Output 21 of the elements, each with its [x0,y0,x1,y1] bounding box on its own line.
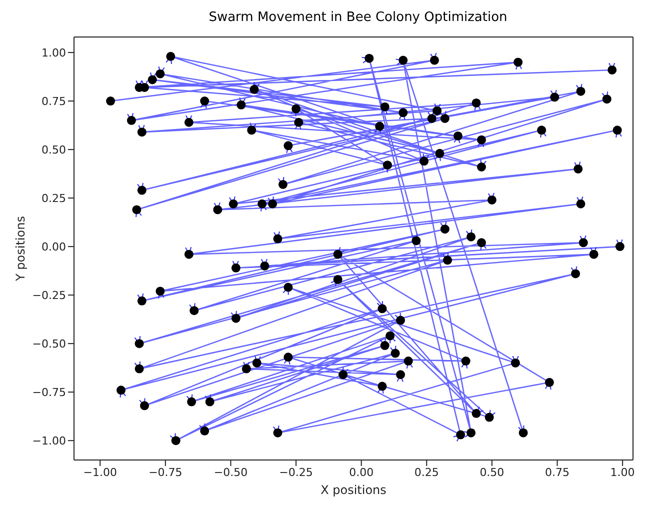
y-tick-label: −1.00 [32,434,66,448]
y-tick-label: 0.75 [42,94,66,108]
x-tick-label: −0.75 [148,466,182,479]
x-tick-label: 0.00 [349,466,374,479]
x-tick-label: 0.50 [480,466,504,479]
chart-title: Swarm Movement in Bee Colony Optimization [208,9,508,27]
x-tick-label: 0.75 [545,466,570,479]
y-tick-label: −0.75 [32,386,66,399]
y-tick-label: 0.00 [42,240,66,254]
y-tick-label: −0.25 [32,288,66,302]
x-tick-label: 1.00 [610,466,635,479]
y-tick-label: 0.50 [42,143,66,156]
x-axis-title: X positions [320,483,386,497]
y-axis-title: Y positions [13,216,28,282]
y-tick-label: −0.50 [32,337,66,350]
x-tick-label: −0.25 [279,466,313,479]
x-tick-label: −0.50 [214,466,248,479]
x-tick-label: −1.00 [83,466,117,479]
x-tick-label: 0.25 [414,466,439,479]
y-tick-label: 1.00 [42,46,66,60]
y-tick-label: 0.25 [42,192,66,205]
